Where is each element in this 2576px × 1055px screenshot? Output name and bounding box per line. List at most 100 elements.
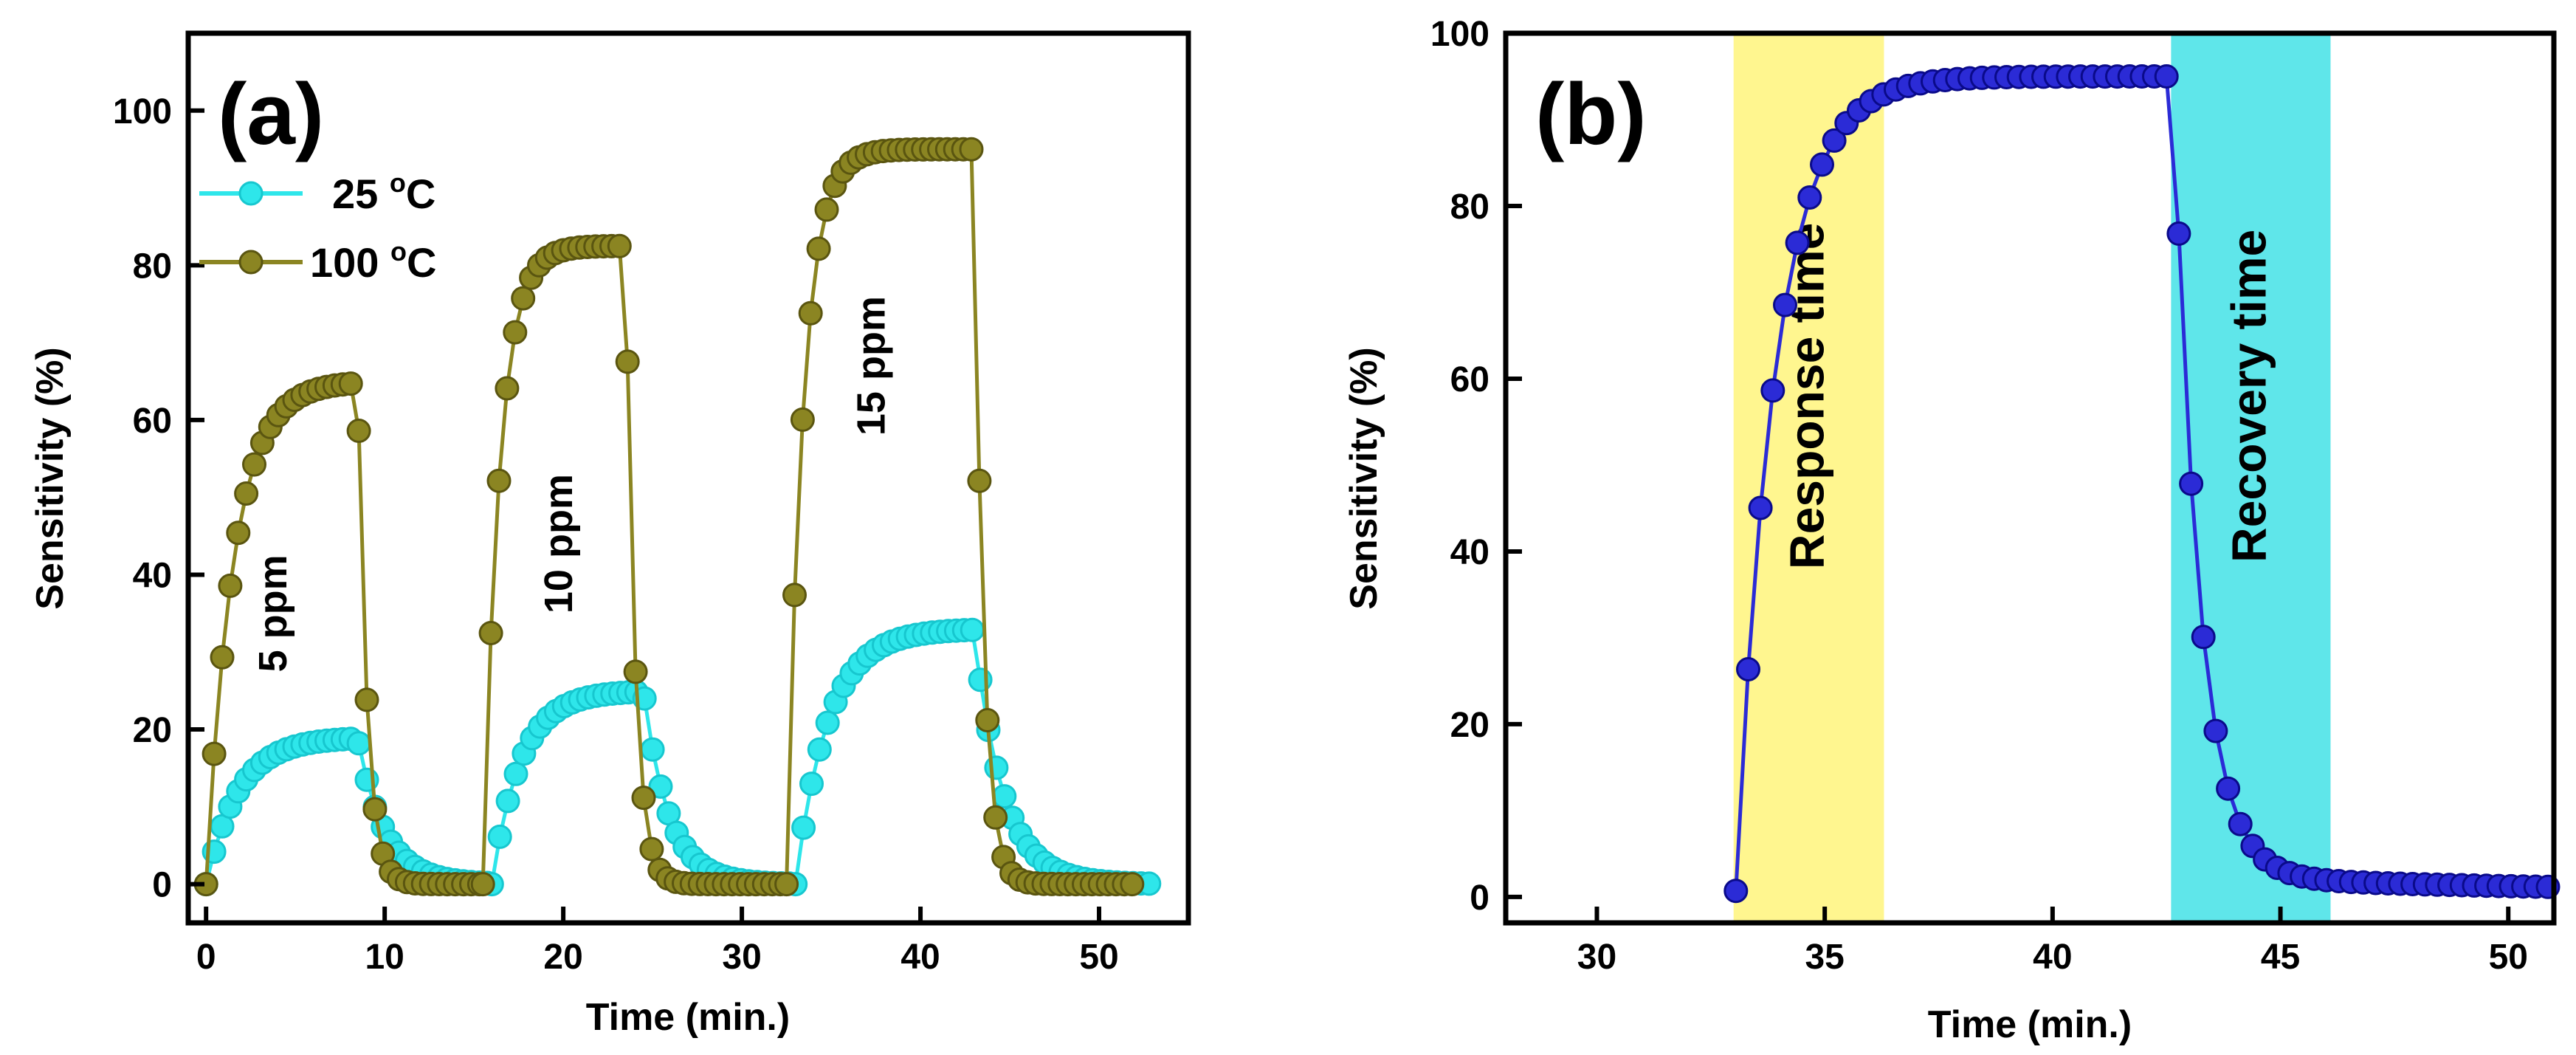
data-point	[495, 788, 520, 814]
data-point	[478, 621, 503, 645]
data-point	[338, 371, 363, 396]
data-point	[1785, 230, 1810, 255]
data-point	[346, 731, 371, 756]
data-point	[503, 320, 528, 345]
panel-b-chart: Response time Recovery time 30 35 40 45 50 0 20…	[1343, 15, 2560, 1046]
data-point	[2154, 64, 2179, 89]
y-tick-label: 80	[133, 247, 172, 286]
data-point	[799, 772, 824, 797]
data-point	[648, 774, 673, 799]
data-point	[607, 233, 632, 258]
data-point	[202, 741, 227, 766]
data-point	[503, 761, 528, 786]
data-point	[1797, 185, 1822, 210]
data-point	[511, 286, 536, 311]
concentration-annotation: 10 ppm	[537, 474, 581, 614]
data-point	[2203, 718, 2228, 743]
x-tick-label: 0	[196, 938, 216, 977]
data-point	[487, 824, 512, 849]
data-point	[639, 836, 664, 862]
data-point	[1736, 657, 1760, 681]
data-point	[967, 468, 992, 493]
data-point	[992, 784, 1017, 809]
data-point	[631, 786, 656, 811]
panel-a-label: (a)	[218, 66, 324, 163]
y-tick-label: 100	[113, 92, 172, 131]
shaded-region-label: Response time	[1780, 223, 1834, 569]
x-tick-label: 40	[900, 938, 940, 977]
data-point	[983, 805, 1008, 830]
data-point	[486, 468, 512, 493]
data-point	[1723, 879, 1749, 904]
panel-a-x-axis-title: Time (min.)	[586, 996, 790, 1039]
y-tick-label: 100	[1430, 15, 1490, 54]
y-tick-label: 20	[133, 711, 172, 750]
data-point	[1760, 378, 1785, 403]
x-tick-label: 35	[1805, 938, 1844, 977]
y-tick-label: 60	[1450, 360, 1490, 399]
data-point	[470, 872, 495, 897]
data-point	[2228, 811, 2253, 836]
data-point	[242, 452, 266, 477]
series-line	[481, 244, 781, 887]
data-point	[814, 197, 839, 222]
data-point	[226, 520, 251, 546]
x-tick-label: 30	[722, 938, 761, 977]
data-point	[2179, 471, 2204, 496]
data-point	[815, 710, 840, 735]
legend-marker-100c	[238, 250, 264, 275]
data-point	[623, 659, 648, 684]
concentration-annotation: 5 ppm	[251, 554, 295, 672]
x-tick-label: 50	[1079, 938, 1118, 977]
y-tick-label: 80	[1450, 188, 1490, 227]
data-point	[960, 617, 985, 642]
data-point	[218, 573, 243, 598]
panel-a-legend: 25 oC 100 oC	[199, 168, 436, 286]
data-point	[210, 645, 235, 670]
data-point	[1822, 128, 1847, 153]
data-point	[615, 349, 640, 374]
x-tick-label: 40	[2033, 938, 2072, 977]
data-point	[798, 300, 823, 326]
data-point	[790, 407, 815, 432]
x-tick-label: 10	[365, 938, 404, 977]
data-point	[640, 737, 665, 762]
data-point	[346, 419, 371, 443]
panel-b-label: (b)	[1535, 66, 1647, 163]
legend-label-25c: 25 oC	[332, 168, 435, 217]
data-point	[807, 737, 832, 762]
data-point	[2166, 221, 2191, 246]
data-point	[791, 815, 816, 840]
panel-b-x-axis-title: Time (min.)	[1928, 1003, 2132, 1046]
panel-b-plot-frame	[1503, 30, 2557, 926]
shaded-region-response	[1733, 33, 1884, 923]
data-point	[234, 481, 259, 506]
data-point	[354, 687, 379, 712]
y-tick-label: 0	[1470, 879, 1490, 918]
y-tick-label: 40	[1450, 533, 1490, 572]
data-point	[782, 583, 807, 608]
x-tick-label: 50	[2489, 938, 2528, 977]
x-tick-label: 30	[1577, 938, 1616, 977]
panel-a-plot-frame	[185, 30, 1191, 926]
y-tick-label: 60	[133, 402, 172, 441]
data-point	[2216, 776, 2241, 801]
data-point	[1773, 292, 1797, 317]
panel-b-y-axis-title: Sensitivity (%)	[1343, 347, 1385, 609]
data-point	[959, 137, 984, 162]
panel-a-y-axis-title: Sensitivity (%)	[29, 347, 72, 609]
y-tick-label: 0	[152, 866, 172, 905]
concentration-annotation: 15 ppm	[850, 296, 894, 436]
y-tick-label: 40	[133, 556, 172, 595]
data-point	[362, 797, 388, 822]
data-point	[2191, 625, 2216, 650]
y-tick-label: 20	[1450, 706, 1490, 745]
shaded-region-label: Recovery time	[2221, 230, 2276, 563]
data-point	[984, 755, 1009, 780]
data-point	[495, 376, 520, 401]
data-point	[975, 708, 1000, 732]
data-point	[1748, 495, 1773, 520]
data-point	[774, 872, 799, 897]
